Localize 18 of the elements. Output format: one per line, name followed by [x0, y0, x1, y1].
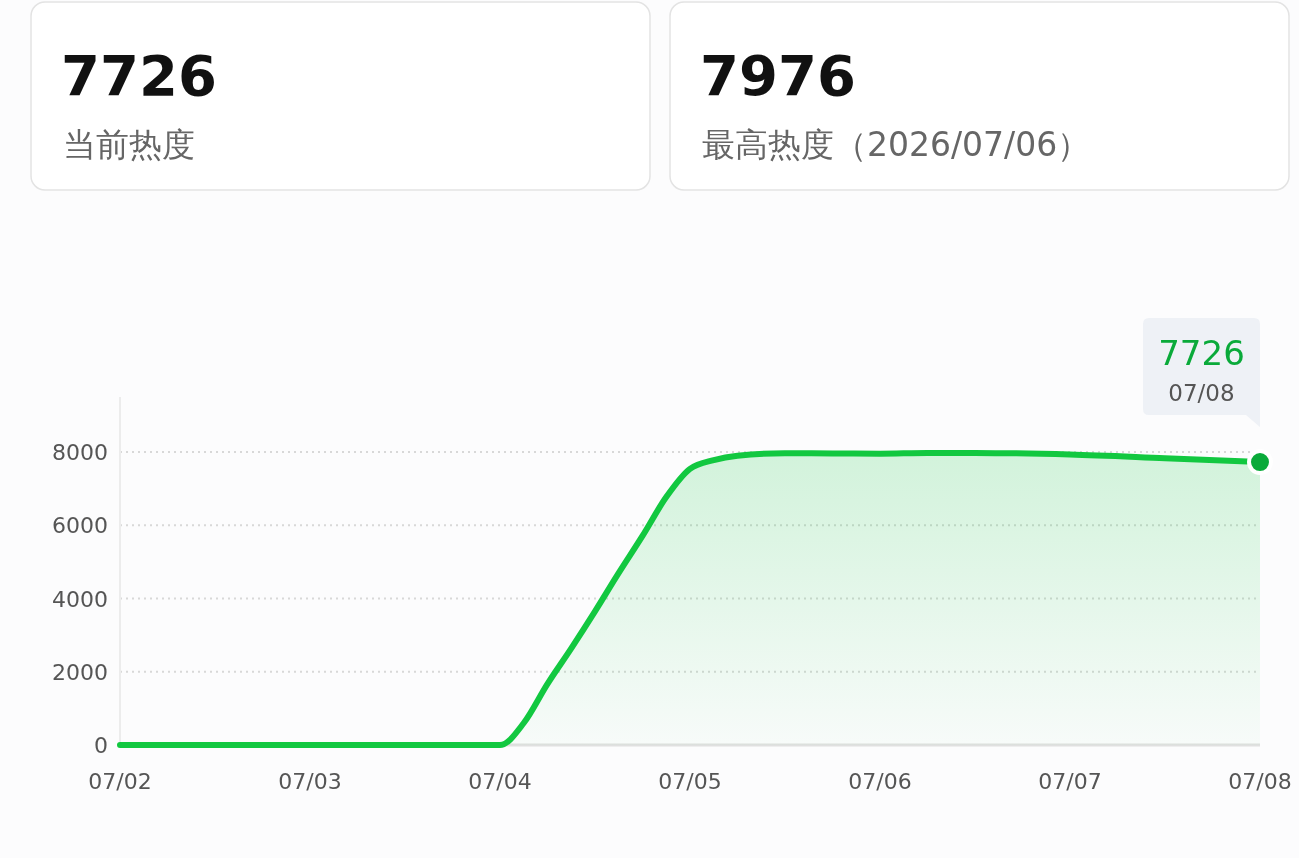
text: 7976 — [700, 43, 856, 108]
x-tick-label: 07/04 — [468, 769, 532, 794]
y-tick-label: 0 — [94, 733, 108, 758]
y-tick-label: 2000 — [52, 659, 108, 685]
x-tick-label: 07/07 — [1038, 769, 1102, 794]
x-tick-label: 07/02 — [88, 769, 152, 794]
text: 最高热度（2026/07/06） — [702, 125, 1091, 164]
y-tick-label: 8000 — [52, 440, 108, 465]
annotation: 07/08 — [1168, 380, 1235, 407]
y-tick-label: 6000 — [52, 513, 108, 539]
text: 当前热度 — [63, 125, 195, 164]
annotation: 7726 — [1158, 333, 1245, 374]
x-tick-label: 07/05 — [658, 769, 722, 794]
text: 7726 — [61, 43, 217, 108]
x-tick-label: 07/08 — [1228, 769, 1292, 794]
x-tick-label: 07/06 — [848, 769, 912, 794]
x-tick-label: 07/03 — [278, 769, 342, 794]
y-tick-label: 4000 — [52, 586, 108, 612]
